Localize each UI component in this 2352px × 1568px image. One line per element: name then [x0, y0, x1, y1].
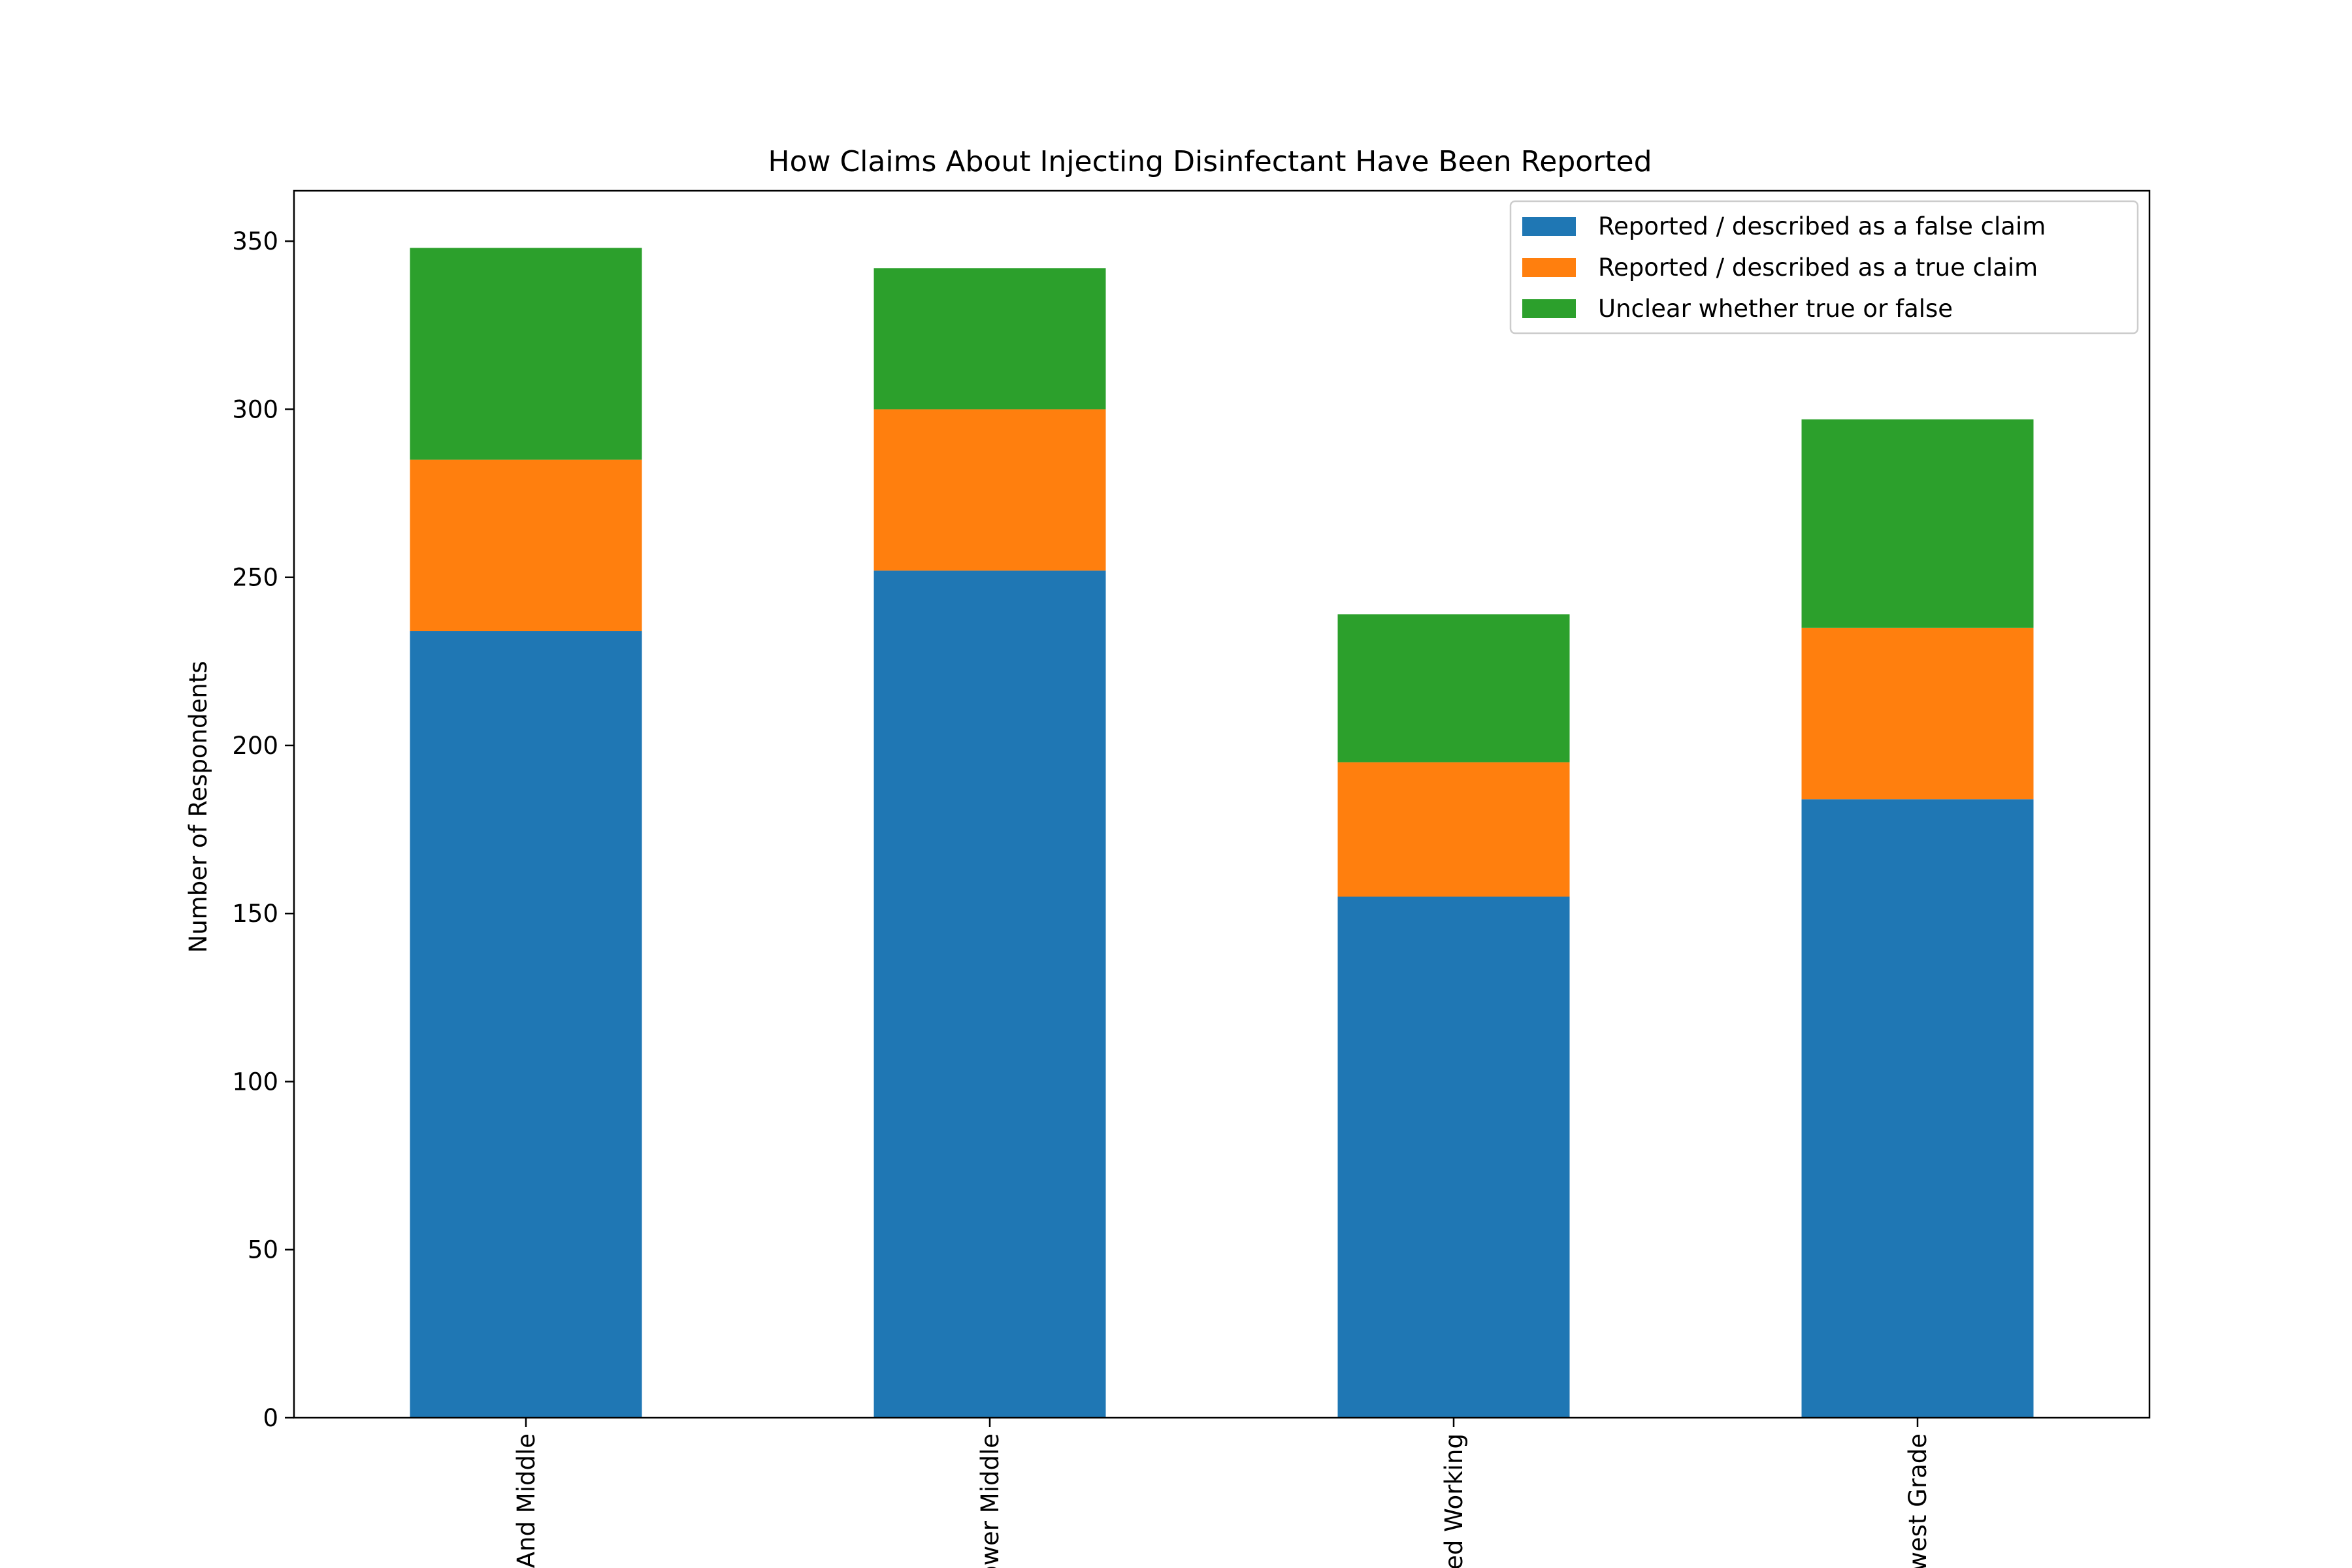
legend: Reported / described as a false claim Rep…: [1509, 200, 2139, 335]
y-axis-ticks: 0 50 100 150 200 250 300 350: [232, 227, 294, 1432]
bar-segment: [874, 409, 1106, 571]
y-tick-label: 250: [232, 564, 278, 592]
y-tick-label: 350: [232, 227, 278, 255]
x-tick-label: ower Middle: [976, 1433, 1004, 1568]
legend-swatch: [1522, 258, 1576, 277]
chart-title: How Claims About Injecting Disinfectant …: [768, 145, 1652, 178]
y-tick-label: 150: [232, 900, 278, 928]
legend-label: Reported / described as a true claim: [1598, 253, 2038, 282]
bar-segment: [1337, 762, 1570, 897]
x-tick-label: west Grade: [1904, 1433, 1932, 1568]
bar-segment: [1337, 614, 1570, 762]
legend-box: [1509, 200, 2139, 335]
y-tick-label: 100: [232, 1068, 278, 1096]
y-tick-label: 300: [232, 395, 278, 423]
legend-label: Unclear whether true or false: [1598, 295, 1953, 323]
legend-label: Reported / described as a false claim: [1598, 212, 2046, 240]
legend-swatch: [1522, 217, 1576, 236]
bar-segment: [410, 459, 642, 632]
bar-segment: [410, 248, 642, 460]
x-tick-label: And Middle: [512, 1433, 540, 1568]
x-tick-label: ed Working: [1440, 1433, 1468, 1568]
bar-segment: [1801, 627, 2034, 800]
legend-swatch: [1522, 299, 1576, 318]
y-tick-label: 0: [263, 1404, 278, 1432]
y-tick-label: 200: [232, 732, 278, 760]
bar-segment: [874, 268, 1106, 410]
y-axis-label: Number of Respondents: [184, 661, 212, 953]
x-axis-ticks: And Middle ower Middle ed Working west Grad…: [512, 1418, 1932, 1568]
bar-segment: [1801, 799, 2034, 1418]
y-tick-label: 50: [248, 1236, 278, 1264]
bar-segment: [1801, 419, 2034, 628]
bar-segment: [410, 631, 642, 1418]
plot-frame: [293, 189, 2151, 1419]
bar-segment: [874, 570, 1106, 1418]
bars-group: [410, 248, 2034, 1418]
bar-segment: [1337, 896, 1570, 1418]
